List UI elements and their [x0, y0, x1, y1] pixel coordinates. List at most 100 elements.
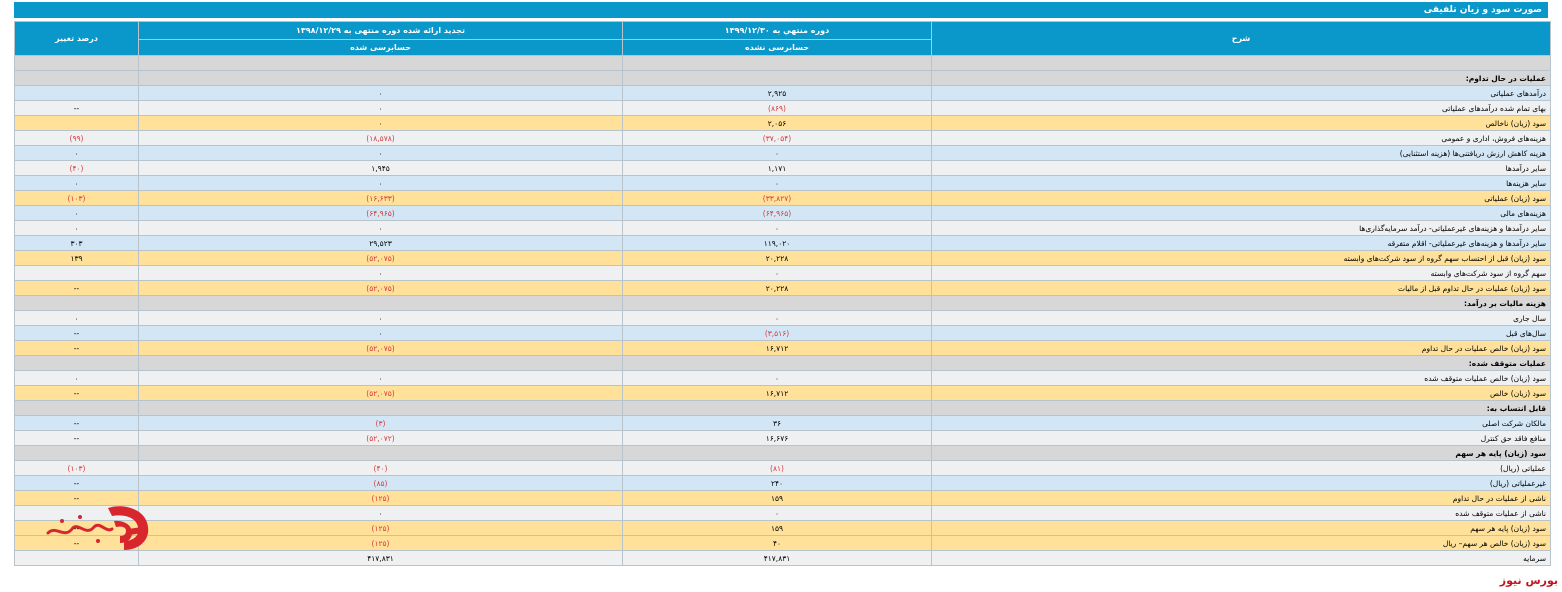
- value-cell-c: (۱۰۳): [14, 190, 139, 206]
- value-cell-c: [14, 550, 139, 566]
- row-label: سود (زیان) خالص: [931, 385, 1551, 401]
- value-cell-c: ۰: [14, 310, 139, 326]
- row-label: منافع فاقد حق کنترل: [931, 430, 1551, 446]
- table-row: ۰ ۲,۰۵۶ سود (زیان) ناخالص: [14, 115, 1551, 131]
- table-row: -- (۵۲,۰۷۵) ۱۶,۷۱۲ سود (زیان) خالص: [14, 385, 1551, 401]
- value-cell-b: [138, 55, 623, 71]
- value-cell-c: --: [14, 325, 139, 341]
- row-label: هزینه‌های مالی: [931, 205, 1551, 221]
- table-row: -- (۵۲,۰۷۵) ۲۰,۲۲۸ سود (زیان) عملیات در حال…: [14, 280, 1551, 296]
- value-cell-a: ۲۰,۲۲۸: [622, 280, 932, 296]
- value-cell-b: ۰: [138, 145, 623, 161]
- value-cell-b: ۰: [138, 265, 623, 281]
- value-cell-a: ۰: [622, 370, 932, 386]
- value-cell-b: ۰: [138, 115, 623, 131]
- row-label: سود (زیان) ناخالص: [931, 115, 1551, 131]
- value-cell-c: (۹۹): [14, 130, 139, 146]
- income-statement-table: درصد تغییر تجدید ارائه شده دوره منتهی به…: [14, 21, 1551, 566]
- table-row: -- (۵۲,۰۷۵) ۱۶,۷۱۲ سود (زیان) خالص عملیات د…: [14, 340, 1551, 356]
- brand-watermark: بورس نیوز: [1499, 574, 1558, 587]
- row-label: سایر درآمدها و هزینه‌های غیرعملیاتی- اقل…: [931, 235, 1551, 251]
- value-cell-a: ۲۰,۲۲۸: [622, 250, 932, 266]
- row-label: سرمایه: [931, 550, 1551, 566]
- value-cell-a: ۰: [622, 175, 932, 191]
- value-cell-a: ۱۵۹: [622, 490, 932, 506]
- value-cell-b: ۰: [138, 370, 623, 386]
- value-cell-c: [14, 400, 139, 416]
- value-cell-c: [14, 505, 139, 521]
- value-cell-a: ۲۴۰: [622, 475, 932, 491]
- row-label: سود (زیان) عملیات در حال تداوم قبل از ما…: [931, 280, 1551, 296]
- header-desc: شرح: [931, 21, 1551, 56]
- value-cell-b: (۸۵): [138, 475, 623, 491]
- value-cell-a: [622, 55, 932, 71]
- row-label: هزینه کاهش ارزش دریافتنی‌ها (هزینه استثن…: [931, 145, 1551, 161]
- value-cell-b: (۱۲۵): [138, 535, 623, 551]
- value-cell-b: ۰: [138, 85, 623, 101]
- value-cell-c: (۴۰): [14, 160, 139, 176]
- row-label: ناشی از عملیات در حال تداوم: [931, 490, 1551, 506]
- table-row: -- ۰ (۳,۵۱۶) سال‌های قبل: [14, 325, 1551, 341]
- value-cell-a: (۳۳,۸۲۷): [622, 190, 932, 206]
- value-cell-c: ۰: [14, 145, 139, 161]
- row-label: سال جاری: [931, 310, 1551, 326]
- table-row: (۱۰۳) (۱۶,۶۳۳) (۳۳,۸۲۷) سود (زیان) عملیاتی: [14, 190, 1551, 206]
- value-cell-b: [138, 295, 623, 311]
- table-row: ۴۱۷,۸۳۱ ۴۱۷,۸۳۱ سرمایه: [14, 550, 1551, 566]
- value-cell-c: ۰: [14, 205, 139, 221]
- value-cell-c: (۱۰۳): [14, 460, 139, 476]
- value-cell-a: ۰: [622, 310, 932, 326]
- table-row: (۱۰۳) (۴۰) (۸۱) عملیاتی (ریال): [14, 460, 1551, 476]
- value-cell-c: ۰: [14, 370, 139, 386]
- value-cell-a: [622, 400, 932, 416]
- table-row: -- (۱۲۵) ۱۵۹ سود (زیان) پایه هر سهم: [14, 520, 1551, 536]
- value-cell-b: [138, 355, 623, 371]
- value-cell-a: ۲,۰۵۶: [622, 115, 932, 131]
- row-label: سود (زیان) قبل از احتساب سهم گروه از سود…: [931, 250, 1551, 266]
- row-label: سایر هزینه‌ها: [931, 175, 1551, 191]
- value-cell-a: ۰: [622, 220, 932, 236]
- value-cell-b: (۴۰): [138, 460, 623, 476]
- value-cell-a: [622, 295, 932, 311]
- row-label: سایر درآمدها: [931, 160, 1551, 176]
- value-cell-c: [14, 295, 139, 311]
- table-row: عملیات در حال تداوم:: [14, 70, 1551, 86]
- table-row: (۴۰) ۱,۹۴۵ ۱,۱۷۱ سایر درآمدها: [14, 160, 1551, 176]
- value-cell-b: ۰: [138, 325, 623, 341]
- value-cell-a: ۲,۹۲۵: [622, 85, 932, 101]
- value-cell-c: --: [14, 475, 139, 491]
- value-cell-b: (۵۲,۰۷۲): [138, 430, 623, 446]
- value-cell-b: (۱۶,۶۳۳): [138, 190, 623, 206]
- row-label: سایر درآمدها و هزینه‌های غیرعملیاتی- درآ…: [931, 220, 1551, 236]
- table-row: -- (۱۲۵) ۱۵۹ ناشی از عملیات در حال تداوم: [14, 490, 1551, 506]
- value-cell-a: [622, 445, 932, 461]
- row-label: درآمدهای عملیاتی: [931, 85, 1551, 101]
- row-label: سود (زیان) پایه هر سهم: [931, 445, 1551, 461]
- value-cell-b: ۰: [138, 175, 623, 191]
- value-cell-b: (۵۲,۰۷۵): [138, 250, 623, 266]
- value-cell-b: ۰: [138, 100, 623, 116]
- row-label: سال‌های قبل: [931, 325, 1551, 341]
- row-label: بهای تمام شده درآمدهای عملیاتی: [931, 100, 1551, 116]
- header-period-sub: حسابرسی نشده: [622, 39, 932, 56]
- table-row: (۹۹) (۱۸,۵۷۸) (۳۷,۰۵۴) هزینه‌های فروش، ادار…: [14, 130, 1551, 146]
- row-label: سود (زیان) عملیاتی: [931, 190, 1551, 206]
- separator: [14, 18, 1548, 21]
- table-row: ۰ ۰ سهم گروه از سود شرکت‌های وابسته: [14, 265, 1551, 281]
- value-cell-c: --: [14, 100, 139, 116]
- row-label: سود (زیان) پایه هر سهم: [931, 520, 1551, 536]
- value-cell-b: (۶۴,۹۶۵): [138, 205, 623, 221]
- bourse-news-logo-icon: [46, 506, 149, 550]
- table-row: -- (۵۲,۰۷۲) ۱۶,۶۷۶ منافع فاقد حق کنترل: [14, 430, 1551, 446]
- value-cell-b: ۰: [138, 310, 623, 326]
- value-cell-b: (۱۲۵): [138, 520, 623, 536]
- value-cell-b: [138, 445, 623, 461]
- row-label: سود (زیان) خالص عملیات متوقف شده: [931, 370, 1551, 386]
- value-cell-c: --: [14, 340, 139, 356]
- row-label: سود (زیان) خالص عملیات در حال تداوم: [931, 340, 1551, 356]
- table-row: قابل انتساب به:: [14, 400, 1551, 416]
- table-row: ۰ ۰ ناشی از عملیات متوقف شده: [14, 505, 1551, 521]
- row-label: عملیاتی (ریال): [931, 460, 1551, 476]
- row-label: غیرعملیاتی (ریال): [931, 475, 1551, 491]
- value-cell-a: ۱۱۹,۰۲۰: [622, 235, 932, 251]
